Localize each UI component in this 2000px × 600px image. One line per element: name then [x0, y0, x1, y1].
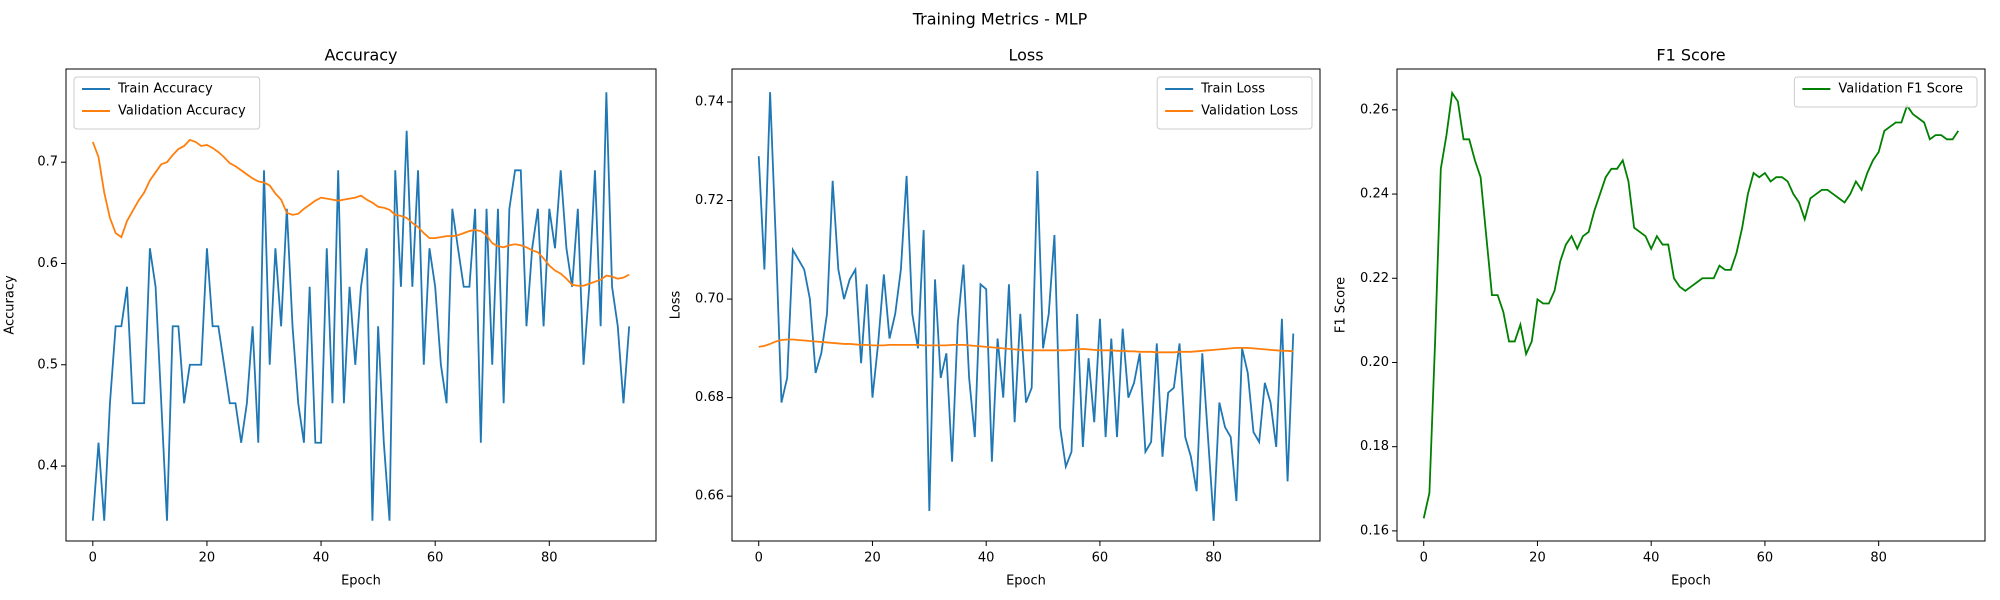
- axes-title: Loss: [1008, 46, 1043, 65]
- axes-frame: [65, 68, 657, 542]
- y-tick-label: 0.22: [1360, 271, 1389, 286]
- legend: Train Accuracy Validation Accuracy: [73, 76, 261, 130]
- legend-label: Train Loss: [1200, 82, 1265, 97]
- y-tick-label: 0.24: [1360, 187, 1389, 202]
- axes-title: F1 Score: [1656, 46, 1725, 65]
- x-tick-label: 0: [755, 551, 763, 566]
- x-tick-label: 80: [541, 551, 558, 566]
- y-tick-label: 0.70: [695, 292, 724, 307]
- y-tick-label: 0.5: [37, 357, 58, 372]
- y-tick-label: 0.68: [695, 390, 724, 405]
- x-tick-label: 60: [1757, 551, 1774, 566]
- y-tick-label: 0.6: [37, 256, 58, 271]
- series-line: [91, 92, 631, 521]
- x-axis-label: Epoch: [1671, 574, 1711, 589]
- y-tick-label: 0.18: [1360, 439, 1389, 454]
- legend-label: Validation F1 Score: [1838, 82, 1963, 97]
- x-tick-label: 20: [1529, 551, 1546, 566]
- x-tick-label: 40: [313, 551, 330, 566]
- legend: Validation F1 Score: [1793, 76, 1978, 108]
- y-tick-label: 0.16: [1360, 523, 1389, 538]
- y-tick-label: 0.66: [695, 489, 724, 504]
- legend-box: [1793, 76, 1978, 108]
- x-tick-label: 40: [1643, 551, 1660, 566]
- y-axis-label: Loss: [669, 291, 684, 320]
- x-tick-label: 0: [89, 551, 97, 566]
- y-axis-label: F1 Score: [1334, 277, 1349, 333]
- x-tick-label: 20: [864, 551, 881, 566]
- series-line: [758, 338, 1294, 354]
- series-line: [91, 138, 630, 287]
- x-tick-label: 20: [199, 551, 216, 566]
- y-tick-label: 0.26: [1360, 102, 1389, 117]
- y-tick-label: 0.7: [37, 155, 58, 170]
- series-line: [1422, 90, 1960, 519]
- y-tick-label: 0.72: [695, 193, 724, 208]
- y-tick-label: 0.20: [1360, 355, 1389, 370]
- legend-label: Validation Accuracy: [118, 104, 246, 119]
- x-tick-label: 40: [978, 551, 995, 566]
- y-tick-label: 0.74: [695, 95, 724, 110]
- axes-title: Accuracy: [324, 46, 397, 65]
- legend-box: [1156, 76, 1313, 130]
- figure-title: Training Metrics - MLP: [912, 10, 1088, 29]
- legend-box: [73, 76, 261, 130]
- y-tick-label: 0.4: [37, 459, 58, 474]
- legend: Train Loss Validation Loss: [1156, 76, 1313, 130]
- y-axis-label: Accuracy: [3, 275, 18, 335]
- axes-frame: [731, 68, 1321, 542]
- legend-label: Train Accuracy: [117, 82, 213, 97]
- x-axis-label: Epoch: [341, 574, 381, 589]
- x-tick-label: 60: [1092, 551, 1109, 566]
- series-line: [757, 92, 1295, 521]
- x-tick-label: 60: [427, 551, 444, 566]
- x-axis-label: Epoch: [1006, 574, 1046, 589]
- x-tick-label: 80: [1205, 551, 1222, 566]
- axes-frame: [1396, 68, 1986, 542]
- legend-label: Validation Loss: [1201, 104, 1298, 119]
- x-tick-label: 80: [1870, 551, 1887, 566]
- x-tick-label: 0: [1420, 551, 1428, 566]
